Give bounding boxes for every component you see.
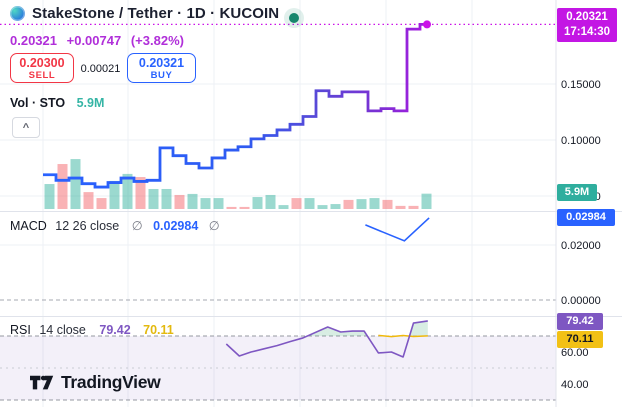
macd-empty-value-2: ∅ <box>208 219 220 233</box>
market-status-dot-icon[interactable] <box>289 13 299 23</box>
buy-button[interactable]: 0.20321 BUY <box>127 53 196 83</box>
volume-value: 5.9M <box>76 96 105 110</box>
volume-legend: Vol · STO 5.9M <box>10 96 104 110</box>
volume-bar <box>408 205 419 209</box>
scale-tick-label: 60.00 <box>561 347 589 359</box>
scale-tick-label: 0.15000 <box>561 79 601 91</box>
volume-bar <box>330 204 341 209</box>
volume-bar <box>278 205 289 209</box>
volume-bar <box>122 173 133 209</box>
macd-badge: 0.02984 <box>557 209 615 226</box>
price-change-percent: (+3.82%) <box>130 33 184 48</box>
price-step-line <box>43 23 427 189</box>
last-price-marker <box>423 20 431 29</box>
macd-empty-value-1: ∅ <box>131 219 143 233</box>
rsi-ma-badge: 70.11 <box>557 331 603 348</box>
symbol-title[interactable]: StakeStone / Tether · 1D · KUCOIN <box>32 5 280 22</box>
sell-label: SELL <box>28 69 56 81</box>
rsi-badge: 79.42 <box>557 313 603 330</box>
volume-bar <box>96 198 107 209</box>
sell-button[interactable]: 0.20300 SELL <box>10 53 74 83</box>
rsi-line <box>225 320 428 358</box>
rsi-params: 14 close <box>39 323 86 337</box>
volume-bar <box>226 206 237 209</box>
chevron-up-icon: ^ <box>22 121 30 134</box>
spread-value: 0.00021 <box>80 63 121 75</box>
tradingview-logo-text: TradingView <box>61 372 161 392</box>
rsi-name: RSI <box>10 323 31 337</box>
buy-label: BUY <box>150 69 173 81</box>
volume-bar <box>239 206 250 209</box>
volume-bar <box>44 184 55 209</box>
volume-bar <box>421 193 432 209</box>
tradingview-logo-icon <box>30 375 54 389</box>
macd-name: MACD <box>10 219 47 233</box>
scale-tick-label: 0.02000 <box>561 240 601 252</box>
volume-bar <box>356 199 367 209</box>
coin-logo-icon <box>10 6 25 21</box>
volume-bar <box>174 194 185 209</box>
last-price: 0.20321 <box>10 33 57 48</box>
volume-bar <box>291 198 302 209</box>
macd-line <box>365 217 430 242</box>
volume-bar <box>135 177 146 209</box>
macd-legend[interactable]: MACD 12 26 close ∅ 0.02984 ∅ <box>10 218 220 233</box>
volume-bar <box>148 188 159 209</box>
macd-params: 12 26 close <box>55 219 120 233</box>
scale-tick-label: 40.00 <box>561 379 589 391</box>
rsi-value: 79.42 <box>99 323 131 337</box>
volume-bar <box>109 180 120 209</box>
volume-bar <box>161 188 172 209</box>
rsi-legend[interactable]: RSI 14 close 79.42 70.11 <box>10 323 174 337</box>
volume-bar <box>83 192 94 209</box>
price-change: +0.00747 <box>66 33 122 48</box>
rsi-ma-value: 70.11 <box>143 323 174 337</box>
volume-bar <box>369 198 380 209</box>
volume-bar <box>265 194 276 209</box>
sell-price: 0.20300 <box>19 55 65 70</box>
macd-value: 0.02984 <box>153 219 199 233</box>
tradingview-logo[interactable]: TradingView <box>30 372 161 393</box>
last-price-badge: 0.20321 17:14:30 <box>557 8 617 42</box>
volume-bar <box>252 197 263 209</box>
scale-tick-label: 0.10000 <box>561 135 601 147</box>
volume-bar <box>213 198 224 209</box>
bar-countdown: 17:14:30 <box>563 26 611 38</box>
volume-badge: 5.9M <box>557 184 597 201</box>
volume-bar <box>200 198 211 209</box>
volume-bar <box>343 199 354 209</box>
scale-tick-label: 0.00000 <box>561 295 601 307</box>
collapse-legend-button[interactable]: ^ <box>12 117 40 138</box>
rsi-ma-line <box>378 334 428 338</box>
volume-bar <box>187 193 198 209</box>
volume-bar <box>70 159 81 209</box>
last-price-badge-value: 0.20321 <box>566 11 608 23</box>
volume-bar <box>317 205 328 209</box>
volume-bar <box>395 205 406 209</box>
volume-bar <box>382 199 393 209</box>
volume-bar <box>304 198 315 209</box>
volume-label: Vol · STO <box>10 96 66 110</box>
symbol-header: StakeStone / Tether · 1D · KUCOIN <box>10 5 279 22</box>
buy-price: 0.20321 <box>138 55 185 70</box>
volume-bar <box>57 164 68 209</box>
last-price-row: 0.20321 +0.00747 (+3.82%) <box>10 33 190 48</box>
